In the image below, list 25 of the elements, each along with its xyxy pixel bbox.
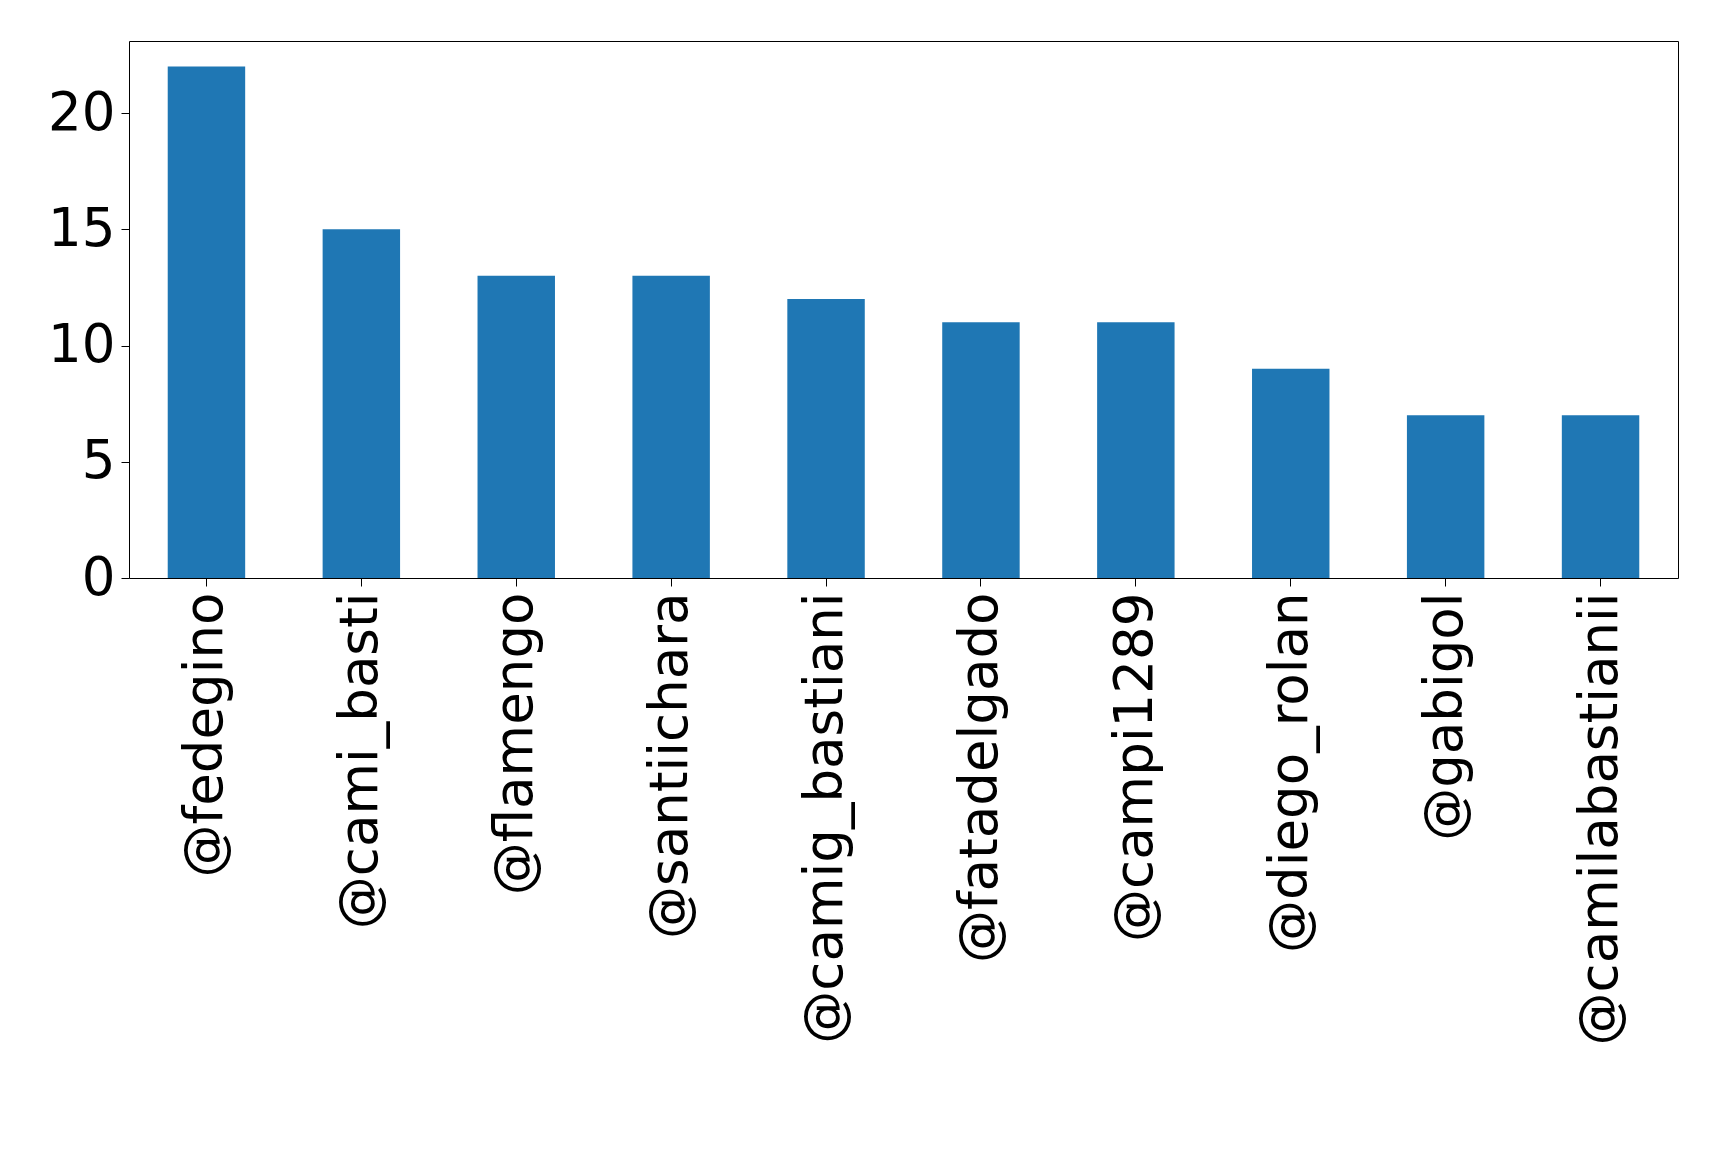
y-tick-label: 10	[48, 313, 116, 375]
x-tick-label: @flamengo	[483, 592, 545, 896]
bar	[1097, 322, 1175, 578]
bar	[787, 299, 865, 578]
x-tick-label: @camilabastianii	[1567, 592, 1629, 1046]
x-tick-label: @fedegino	[173, 592, 235, 878]
x-tick-label: @camig_bastiani	[793, 592, 856, 1044]
x-tick-label: @fatadelgado	[947, 592, 1009, 964]
bar	[632, 275, 710, 578]
bar	[942, 322, 1020, 578]
x-tick-label: @campi1289	[1102, 592, 1164, 942]
y-tick-label: 5	[81, 429, 116, 491]
bar	[1252, 368, 1330, 578]
x-tick-label: @cami_basti	[328, 592, 391, 930]
x-tick-label: @gabigol	[1412, 592, 1474, 841]
bar	[322, 229, 401, 578]
bar	[477, 275, 555, 578]
bar	[1406, 415, 1485, 578]
y-tick-label: 20	[48, 80, 116, 142]
y-tick-label: 15	[48, 196, 116, 258]
x-tick-label: @santiichara	[638, 592, 700, 939]
x-tick-label: @diego_rolan	[1257, 592, 1320, 953]
bar	[1561, 415, 1640, 578]
y-tick-label: 0	[81, 545, 116, 607]
bar	[167, 66, 246, 578]
